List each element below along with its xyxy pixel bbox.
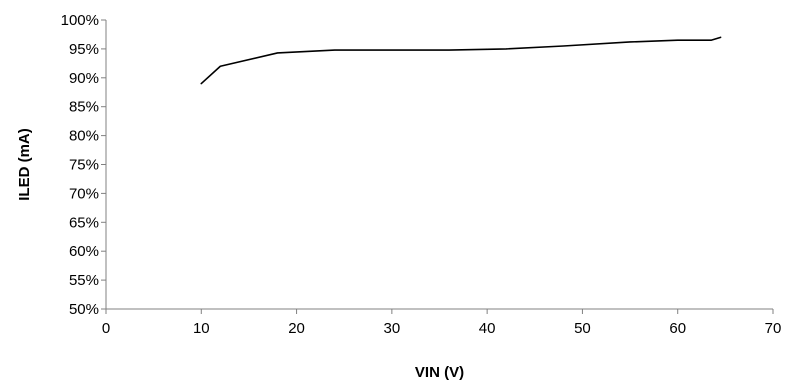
x-tick-label: 30 (384, 320, 401, 337)
y-tick-label: 95% (69, 41, 99, 58)
y-tick-label: 65% (69, 214, 99, 231)
y-tick-label: 50% (69, 301, 99, 318)
y-tick-label: 90% (69, 70, 99, 87)
y-axis-title: ILED (mA) (16, 128, 33, 201)
y-tick-label: 80% (69, 128, 99, 145)
y-tick-label: 70% (69, 185, 99, 202)
x-axis-title: VIN (V) (415, 364, 464, 381)
x-tick-label: 40 (479, 320, 496, 337)
series-line-0 (200, 36, 722, 85)
x-tick-label: 10 (193, 320, 210, 337)
x-tick-label: 20 (288, 320, 305, 337)
x-tick-label: 70 (765, 320, 782, 337)
y-tick-label: 60% (69, 243, 99, 260)
series-layer (200, 36, 722, 85)
x-tick-label: 0 (102, 320, 110, 337)
chart-axes (105, 20, 773, 310)
x-axis-ticks: 0 10 20 30 40 50 60 70 (102, 309, 782, 337)
y-tick-label: 85% (69, 99, 99, 116)
y-tick-label: 100% (61, 12, 99, 29)
y-tick-label: 75% (69, 157, 99, 174)
x-tick-label: 50 (574, 320, 591, 337)
x-tick-label: 60 (669, 320, 686, 337)
y-axis-ticks: 50% 55% 60% 65% 70% 75% 80% 85% 90% 95% 100% (61, 12, 106, 318)
y-tick-label: 55% (69, 272, 99, 289)
